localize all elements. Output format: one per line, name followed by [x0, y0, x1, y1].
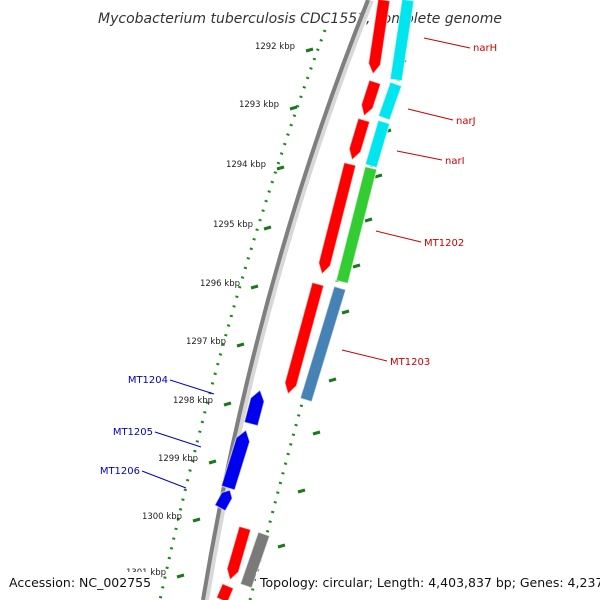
ruler-tick-label: 1296 kbp [200, 279, 240, 289]
outer-guide-tick [364, 217, 373, 223]
MT1204-feature[interactable] [243, 388, 265, 427]
ruler-major-tick [250, 284, 259, 290]
footer-topology-bg [256, 572, 594, 592]
outer-guide-tick [352, 263, 361, 269]
ruler-major-tick [276, 165, 285, 171]
ruler-tick-label: 1292 kbp [255, 42, 295, 52]
ruler-major-tick [192, 517, 201, 523]
gene-label-leader [169, 379, 215, 395]
gene-label-leader [141, 470, 187, 489]
ruler-major-tick [289, 105, 298, 111]
ruler-tick-label: 1300 kbp [142, 512, 182, 522]
gene-label[interactable]: MT1205 [113, 427, 153, 438]
outer-guide-tick [297, 488, 306, 494]
gene-label-leader [407, 108, 454, 121]
ruler-tick-label: 1299 kbp [158, 454, 198, 464]
gene-label-leader [341, 349, 388, 362]
outer-guide-tick [341, 309, 350, 315]
ruler-major-tick [223, 401, 232, 407]
ruler-major-tick [263, 225, 272, 231]
outer-guide-tick [312, 430, 321, 436]
ruler-major-tick [208, 459, 217, 465]
ruler-major-tick [305, 47, 314, 53]
map-title: Mycobacterium tuberculosis CDC1551, comp… [98, 11, 502, 27]
outer-guide-tick [328, 377, 337, 383]
ruler-dotted-line [158, 29, 327, 600]
MT1205-feature[interactable] [220, 429, 251, 491]
gene-label[interactable]: narI [445, 156, 465, 167]
MT1203-feature[interactable] [299, 285, 347, 403]
gene-features [213, 0, 415, 600]
cds-forward-feature[interactable] [284, 281, 325, 396]
MT1206-feature[interactable] [213, 489, 233, 512]
gene-label[interactable]: MT1206 [100, 466, 140, 477]
footer-accession: Accession: NC_002755 [9, 575, 151, 590]
ruler-tick-label: 1297 kbp [186, 337, 226, 347]
gene-label-leader [423, 37, 471, 49]
gene-label[interactable]: narH [473, 43, 497, 54]
gene-label[interactable]: narJ [456, 116, 476, 127]
outer-guide-tick [277, 543, 286, 549]
narJ-feature[interactable] [377, 81, 403, 121]
ruler-tick-label: 1298 kbp [173, 396, 213, 406]
cds-forward-feature[interactable] [360, 79, 382, 118]
MT1202-feature[interactable] [335, 165, 378, 285]
ruler-tick-label: 1293 kbp [239, 100, 279, 110]
narH-feature[interactable] [389, 0, 415, 82]
genome-backbone [201, 0, 370, 600]
ruler-tick-label: 1295 kbp [213, 220, 253, 230]
genome-backbone-shadow [201, 0, 374, 600]
narI-feature[interactable] [364, 119, 391, 169]
gene-label[interactable]: MT1202 [424, 238, 464, 249]
gene-label-leader [396, 150, 443, 161]
footer-accession-bg [6, 572, 148, 592]
gray-feature[interactable] [239, 531, 271, 589]
ruler-tick-label: 1294 kbp [226, 160, 266, 170]
ruler-ticks: 1292 kbp 1293 kbp 1294 kbp 1295 kbp 1296 kbp… [126, 42, 401, 579]
cds-forward-feature[interactable] [318, 161, 357, 276]
ruler-major-tick [176, 573, 185, 579]
gene-label[interactable]: MT1203 [390, 357, 430, 368]
gene-label[interactable]: MT1204 [128, 375, 168, 386]
cds-forward-feature[interactable] [367, 0, 391, 76]
cds-forward-feature[interactable] [226, 525, 252, 582]
gene-label-leader [154, 431, 202, 448]
cds-forward-feature[interactable] [348, 117, 371, 162]
gene-label-leader [375, 230, 422, 243]
gene-labels: narH narJ narI MT1202 MT1203 MT1204 MT1205 MT12… [100, 37, 497, 489]
ruler-major-tick [236, 342, 245, 348]
cds-forward-feature[interactable] [215, 582, 235, 600]
footer-topology: Topology: circular; Length: 4,403,837 bp… [259, 575, 600, 590]
outer-guide-tick [374, 173, 383, 179]
